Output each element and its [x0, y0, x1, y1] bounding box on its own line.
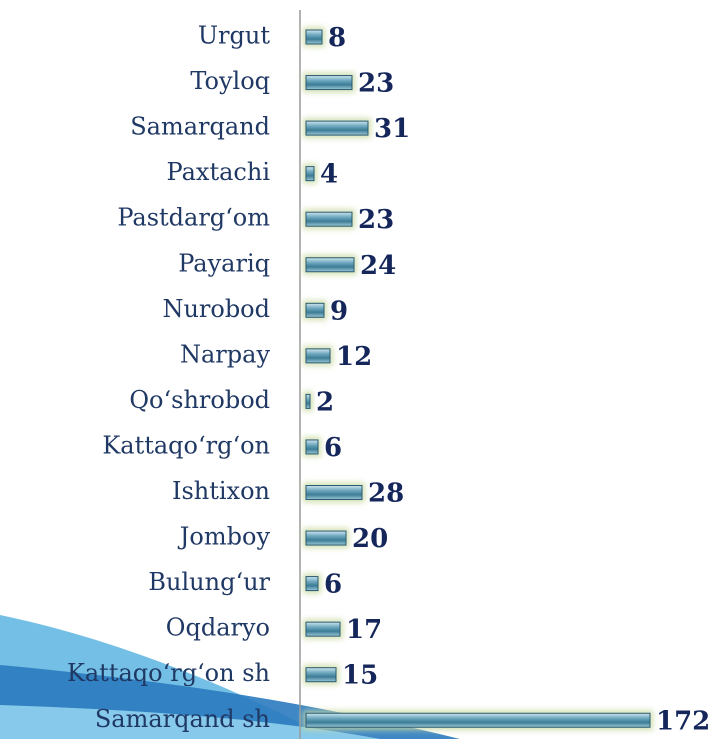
- category-label: Kattaqo‘rg‘on: [102, 431, 270, 459]
- value-label: 6: [324, 433, 342, 463]
- bar: [305, 257, 355, 273]
- category-label: Kattaqo‘rg‘on sh: [67, 659, 270, 687]
- category-label: Narpay: [180, 340, 270, 368]
- category-label: Pastdarg‘om: [117, 204, 270, 232]
- bar: [305, 120, 369, 136]
- category-label: Samarqand sh: [95, 705, 270, 733]
- bar: [305, 576, 319, 592]
- category-label: Ishtixon: [172, 477, 270, 505]
- category-label: Paxtachi: [167, 158, 271, 186]
- category-label: Jomboy: [177, 523, 271, 551]
- category-label: Payariq: [178, 249, 270, 277]
- bar: [305, 621, 341, 637]
- value-label: 4: [320, 160, 338, 190]
- value-label: 12: [336, 342, 372, 372]
- bar: [305, 166, 315, 182]
- category-label: Samarqand: [130, 113, 270, 141]
- bar: [305, 485, 363, 500]
- value-label: 9: [330, 296, 348, 326]
- category-label: Qo‘shrobod: [129, 386, 270, 414]
- bar: [305, 75, 353, 91]
- value-label: 17: [346, 615, 382, 645]
- bar: [305, 667, 337, 683]
- category-label: Urgut: [198, 22, 271, 50]
- value-label: 2: [316, 387, 334, 417]
- bar: [305, 712, 651, 728]
- value-label: 23: [358, 69, 394, 99]
- bar: [305, 29, 323, 45]
- bar: [305, 393, 311, 409]
- bar: [305, 302, 325, 318]
- value-label: 23: [358, 205, 394, 235]
- value-label: 20: [352, 524, 388, 554]
- value-label: 172: [656, 706, 710, 736]
- bar: [305, 348, 331, 364]
- bar: [305, 439, 319, 455]
- value-label: 8: [328, 23, 346, 53]
- category-label: Nurobod: [162, 295, 270, 323]
- value-label: 24: [360, 251, 396, 281]
- category-label: Oqdaryo: [166, 614, 270, 642]
- bar: [305, 211, 353, 227]
- value-label: 6: [324, 570, 342, 600]
- value-label: 15: [342, 661, 378, 691]
- value-label: 31: [374, 114, 410, 144]
- value-label: 28: [368, 479, 404, 509]
- bar: [305, 530, 347, 546]
- category-label: Toyloq: [190, 67, 270, 95]
- category-label: Bulung‘ur: [148, 568, 270, 596]
